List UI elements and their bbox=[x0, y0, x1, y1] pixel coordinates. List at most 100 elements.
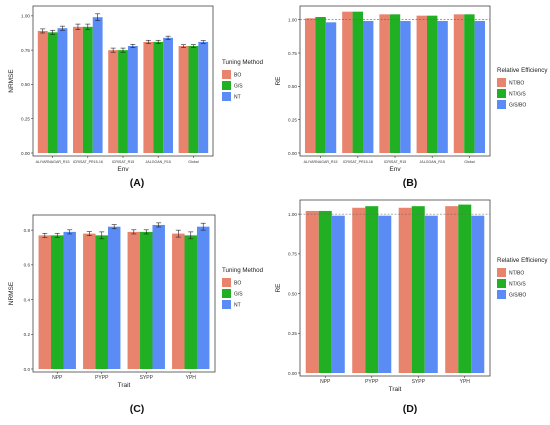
y-axis-label: RE bbox=[275, 76, 282, 86]
bar-nt-bo-2 bbox=[379, 14, 390, 154]
legend-label: G/S bbox=[234, 292, 243, 298]
bar-nt-bo-4 bbox=[453, 14, 465, 154]
bar-nt-bo-3 bbox=[416, 15, 427, 153]
bar-nt-g-s-3 bbox=[458, 204, 472, 373]
legend-title: Relative Efficiency bbox=[497, 67, 548, 74]
y-tick-label: 0.25 bbox=[288, 117, 297, 122]
bar-nt-3 bbox=[163, 37, 173, 153]
legend-swatch bbox=[222, 70, 231, 79]
x-axis-label: Trait bbox=[118, 382, 131, 389]
x-tick-label: PYPP bbox=[365, 379, 379, 385]
x-axis-label: Trait bbox=[389, 386, 402, 393]
bar-bo-0 bbox=[38, 235, 52, 369]
x-tick-label: YPH bbox=[460, 379, 471, 385]
legend-label: BO bbox=[234, 281, 241, 287]
bar-g-s-0 bbox=[47, 32, 58, 153]
legend-swatch bbox=[497, 290, 506, 299]
x-tick-label: SYPP bbox=[412, 379, 426, 385]
legend-label: NT/BO bbox=[509, 271, 524, 277]
bar-nt-2 bbox=[127, 46, 138, 153]
y-tick-label: 0.75 bbox=[288, 51, 297, 56]
y-tick-label: 0.6 bbox=[24, 263, 31, 268]
bar-nt-g-s-2 bbox=[411, 206, 425, 373]
legend-label: BO bbox=[234, 73, 241, 79]
legend-swatch bbox=[222, 278, 231, 287]
panel-caption: (D) bbox=[403, 403, 418, 415]
x-tick-label: ALIYARNAGAR_R15 bbox=[36, 160, 70, 164]
legend-label: G/S/BO bbox=[509, 103, 526, 109]
y-tick-label: 0.50 bbox=[21, 82, 30, 87]
legend: Tuning Method BO G/S NT bbox=[222, 267, 264, 309]
chart-panel-1: 0.00 0.25 0.50 0.75 1.00 NRMSE ALIYARNAGAR_R15… bbox=[8, 5, 264, 189]
legend-swatch bbox=[497, 78, 506, 87]
y-tick-label: 1.00 bbox=[288, 17, 297, 22]
legend-title: Relative Efficiency bbox=[497, 257, 548, 264]
bar-nt-bo-3 bbox=[445, 206, 459, 373]
bar-bo-0 bbox=[37, 30, 48, 154]
bar-g-s-0 bbox=[51, 235, 64, 369]
bar-nt-bo-1 bbox=[342, 11, 353, 153]
chart-panel-4: 0.00 0.25 0.50 0.75 1.00 RE NPP PYPP SYPP YPH Trai… bbox=[275, 199, 548, 415]
bar-bo-1 bbox=[83, 233, 96, 369]
bar-nt-bo-0 bbox=[304, 18, 316, 154]
x-tick-label: PYPP bbox=[95, 375, 109, 381]
bar-bo-3 bbox=[172, 233, 185, 369]
legend: Relative Efficiency NT/BO NT/G/S G/S/BO bbox=[497, 67, 548, 109]
bar-g-s-bo-2 bbox=[424, 215, 438, 373]
x-tick-label: YPH bbox=[186, 375, 197, 381]
x-tick-label: NPP bbox=[320, 379, 331, 385]
bar-g-s-3 bbox=[153, 41, 164, 153]
bar-nt-bo-2 bbox=[398, 207, 412, 373]
bar-nt-g-s-0 bbox=[315, 17, 326, 153]
bar-g-s-bo-0 bbox=[325, 22, 337, 154]
legend-swatch bbox=[497, 279, 506, 288]
legend-label: NT bbox=[234, 95, 241, 101]
x-tick-label: NPP bbox=[52, 375, 63, 381]
legend-swatch bbox=[222, 92, 231, 101]
x-tick-label: ICRISAT_R15 bbox=[384, 160, 407, 164]
bar-bo-2 bbox=[127, 231, 141, 369]
bar-bo-3 bbox=[143, 41, 154, 153]
bar-nt-3 bbox=[196, 226, 210, 369]
x-tick-label: ICRISAT_PR15-16 bbox=[343, 160, 373, 164]
y-tick-label: 1.00 bbox=[21, 14, 30, 19]
x-tick-label: SYPP bbox=[140, 375, 154, 381]
bar-g-s-bo-1 bbox=[378, 215, 392, 373]
bar-g-s-1 bbox=[82, 26, 93, 154]
x-axis-label: Env bbox=[389, 166, 401, 173]
bar-g-s-bo-3 bbox=[437, 21, 448, 153]
x-tick-label: Global bbox=[464, 160, 475, 164]
bar-nt-0 bbox=[57, 28, 68, 154]
legend-label: G/S/BO bbox=[509, 293, 526, 299]
legend-swatch bbox=[497, 89, 506, 98]
legend-swatch bbox=[497, 100, 506, 109]
bar-g-s-2 bbox=[118, 50, 128, 154]
bar-g-s-1 bbox=[95, 235, 108, 369]
bar-nt-2 bbox=[152, 224, 165, 369]
y-tick-label: 0.2 bbox=[24, 332, 31, 337]
chart-panel-3: 0.0 0.2 0.4 0.6 0.8 NRMSE NPP PYPP SYPP YPH Trait T… bbox=[8, 214, 264, 415]
legend-swatch bbox=[497, 268, 506, 277]
legend: Tuning Method BO G/S NT bbox=[222, 59, 264, 101]
bar-g-s-4 bbox=[188, 46, 199, 153]
legend-label: NT/BO bbox=[509, 81, 524, 87]
legend-swatch bbox=[222, 289, 231, 298]
y-tick-label: 1.00 bbox=[288, 212, 297, 217]
y-tick-label: 0.25 bbox=[21, 117, 30, 122]
legend-title: Tuning Method bbox=[222, 267, 264, 274]
x-tick-label: ALIYARNAGAR_R15 bbox=[304, 160, 338, 164]
bar-nt-g-s-3 bbox=[426, 15, 438, 153]
y-tick-label: 0.00 bbox=[288, 151, 297, 156]
legend-label: NT bbox=[234, 303, 241, 309]
legend-label: NT/G/S bbox=[509, 92, 526, 98]
panel-caption: (B) bbox=[403, 177, 418, 189]
bar-g-s-2 bbox=[140, 231, 153, 369]
legend-label: G/S bbox=[234, 84, 243, 90]
bar-nt-bo-1 bbox=[352, 207, 366, 373]
bar-g-s-bo-2 bbox=[400, 21, 411, 153]
x-tick-label: JALGOAN_R15 bbox=[146, 160, 171, 164]
y-tick-label: 0.4 bbox=[24, 297, 31, 302]
y-tick-label: 0.50 bbox=[288, 291, 297, 296]
x-tick-label: ICRISAT_PR15-16 bbox=[73, 160, 103, 164]
bar-g-s-bo-3 bbox=[471, 215, 485, 373]
